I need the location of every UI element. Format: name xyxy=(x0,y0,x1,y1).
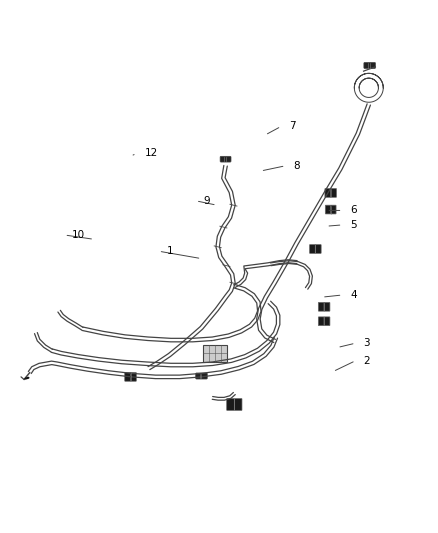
FancyBboxPatch shape xyxy=(318,317,324,326)
FancyBboxPatch shape xyxy=(196,373,207,379)
Text: 1: 1 xyxy=(166,246,173,256)
Text: 10: 10 xyxy=(72,230,85,240)
FancyBboxPatch shape xyxy=(202,345,227,361)
FancyBboxPatch shape xyxy=(364,62,375,68)
Text: 5: 5 xyxy=(350,220,357,230)
FancyBboxPatch shape xyxy=(315,245,321,253)
FancyBboxPatch shape xyxy=(227,399,234,410)
FancyBboxPatch shape xyxy=(331,205,336,214)
Text: 3: 3 xyxy=(364,338,370,348)
Text: 8: 8 xyxy=(293,161,300,171)
Text: 2: 2 xyxy=(364,356,370,366)
FancyBboxPatch shape xyxy=(318,302,324,311)
FancyBboxPatch shape xyxy=(234,399,242,410)
FancyBboxPatch shape xyxy=(325,205,331,214)
Text: 7: 7 xyxy=(289,122,296,131)
FancyBboxPatch shape xyxy=(324,317,330,326)
Text: 12: 12 xyxy=(145,149,158,158)
FancyBboxPatch shape xyxy=(125,373,131,381)
Text: 4: 4 xyxy=(350,290,357,300)
FancyBboxPatch shape xyxy=(325,189,331,197)
Text: 6: 6 xyxy=(350,205,357,215)
FancyBboxPatch shape xyxy=(131,373,136,381)
FancyBboxPatch shape xyxy=(324,302,330,311)
Text: 9: 9 xyxy=(204,196,210,206)
FancyBboxPatch shape xyxy=(331,189,336,197)
FancyBboxPatch shape xyxy=(310,245,315,253)
FancyBboxPatch shape xyxy=(220,156,231,162)
